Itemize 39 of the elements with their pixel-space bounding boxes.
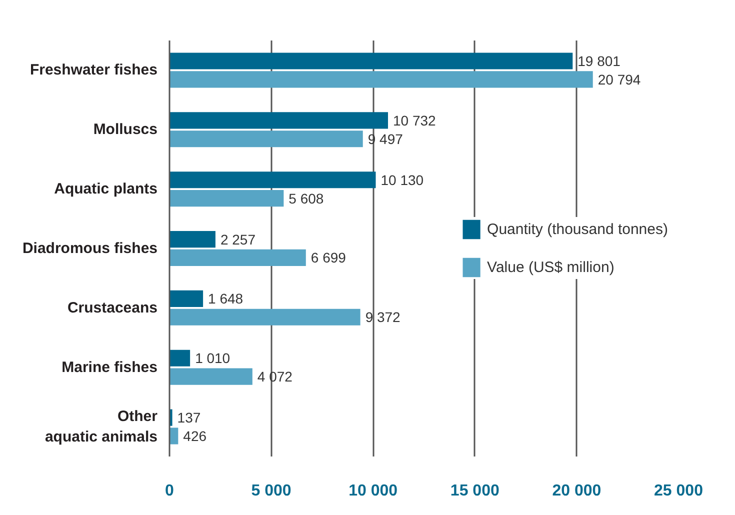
data-label: 6 699 xyxy=(310,250,346,266)
data-label: 1 010 xyxy=(195,350,230,366)
x-tick-label: 25 000 xyxy=(654,482,704,500)
bar xyxy=(170,172,376,188)
x-tick-label: 5 000 xyxy=(251,482,292,500)
bar xyxy=(170,130,363,148)
data-label: 10 130 xyxy=(380,172,424,188)
bar xyxy=(170,71,593,88)
y-tick-label: Marine fishes xyxy=(62,358,158,376)
data-label: 9 372 xyxy=(365,309,401,326)
y-tick-label: Aquatic plants xyxy=(54,180,158,198)
bar xyxy=(170,52,573,70)
x-tick-label: 0 xyxy=(165,482,174,500)
legend-label: Quantity (thousand tonnes) xyxy=(487,220,668,238)
x-tick-label: 20 000 xyxy=(552,482,602,500)
data-label: 5 608 xyxy=(288,190,324,206)
data-label: 10 732 xyxy=(393,112,436,128)
data-label: 426 xyxy=(183,428,207,444)
y-tick-label: Crustaceans xyxy=(67,299,158,316)
bar xyxy=(170,308,360,326)
bar xyxy=(170,190,284,207)
y-tick-label: Other aquatic animals xyxy=(44,408,158,446)
y-tick-label: Molluscs xyxy=(93,121,158,138)
data-label: 137 xyxy=(177,410,201,426)
bar xyxy=(170,249,306,266)
bar xyxy=(170,368,252,385)
bar xyxy=(170,350,190,366)
bar xyxy=(170,112,388,129)
x-tick-label: 15 000 xyxy=(450,482,500,500)
data-label: 20 794 xyxy=(598,71,641,88)
data-label: 1 648 xyxy=(208,290,244,307)
bar xyxy=(170,290,204,308)
y-tick-label: Freshwater fishes xyxy=(30,62,158,79)
legend-label: Value (US$ million) xyxy=(487,258,614,276)
data-label: 19 801 xyxy=(578,53,621,70)
x-tick-label: 10 000 xyxy=(348,482,398,500)
y-tick-label: Diadromous fishes xyxy=(22,240,158,257)
bar xyxy=(170,231,216,248)
data-label: 2 257 xyxy=(220,231,256,248)
